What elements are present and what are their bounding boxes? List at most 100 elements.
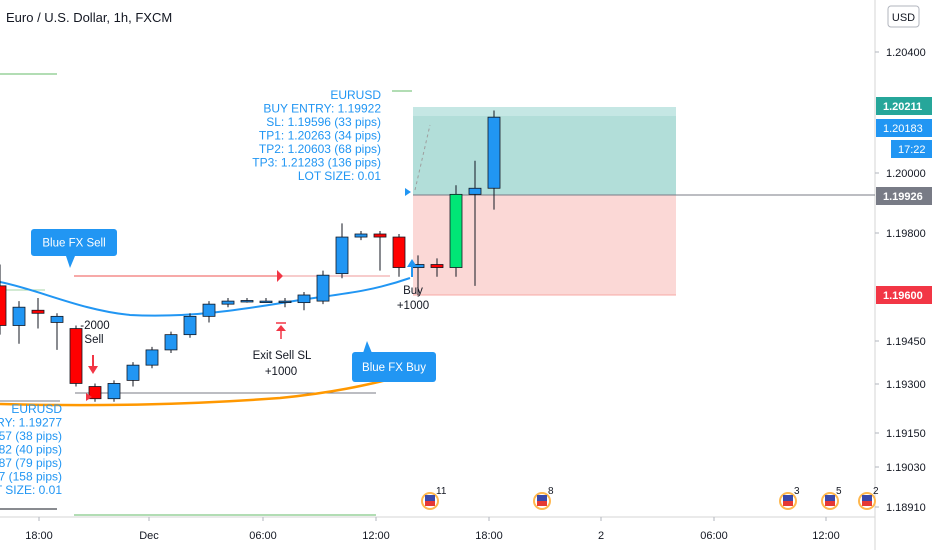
price-axis[interactable]: 1.20400 1.20000 1.19800 1.19450 1.19300 1.191…	[875, 47, 926, 514]
trade-info-line: 487 (79 pips)	[0, 456, 62, 470]
trade-info-line: EURUSD	[11, 402, 62, 416]
time-tick-label: Dec	[139, 530, 159, 542]
trade-info-line: 657 (38 pips)	[0, 429, 62, 443]
time-tick-label: 12:00	[812, 530, 840, 542]
economic-event-marker[interactable]: 2	[858, 486, 879, 510]
price-tick-label: 1.19030	[886, 462, 926, 474]
candle[interactable]	[31, 298, 45, 329]
candle[interactable]	[50, 313, 64, 350]
time-tick-label: 06:00	[249, 530, 277, 542]
price-tick-label: 1.19800	[886, 228, 926, 240]
stop-price-tag[interactable]: 1.19600	[876, 286, 932, 304]
entry-price-tag[interactable]: 1.19926	[876, 187, 932, 205]
price-tick-label: 1.19150	[886, 428, 926, 440]
candle[interactable]	[164, 331, 178, 353]
current-price-tag[interactable]: 1.20183	[876, 119, 932, 137]
trade-info-line: LOT SIZE: 0.01	[298, 169, 381, 183]
event-count: 5	[836, 486, 842, 497]
trade-info-line: EURUSD	[330, 88, 381, 102]
buy-signal-label: Blue FX Buy	[362, 362, 426, 374]
buy-entry-marker-icon	[405, 188, 411, 196]
time-tick-label: 18:00	[475, 530, 503, 542]
slow-moving-average[interactable]	[0, 370, 421, 407]
candle[interactable]	[202, 301, 216, 323]
chart-title: Euro / U.S. Dollar, 1h, FXCM	[6, 10, 172, 25]
candle[interactable]	[278, 298, 292, 308]
stop-price-label: 1.19600	[883, 290, 923, 302]
sell-signal-label: Blue FX Sell	[42, 238, 105, 250]
candle[interactable]	[12, 301, 26, 344]
candle[interactable]	[259, 298, 273, 304]
candle[interactable]	[373, 230, 387, 271]
economic-events[interactable]: 11 8 3 5 2	[421, 486, 879, 510]
candle[interactable]	[145, 346, 159, 369]
trade-info-line: BUY ENTRY: 1.19922	[263, 102, 381, 116]
price-tick-label: 1.20400	[886, 47, 926, 59]
time-tick-label: 2	[598, 530, 604, 542]
candle[interactable]	[221, 298, 235, 308]
economic-event-marker[interactable]: 11	[421, 486, 447, 510]
candle[interactable]	[107, 380, 121, 402]
event-count: 3	[794, 486, 800, 497]
time-tick-label: 06:00	[700, 530, 728, 542]
candle[interactable]	[392, 234, 406, 277]
price-tick-label: 1.20000	[886, 168, 926, 180]
event-count: 11	[436, 486, 447, 497]
last-price-label: 1.20211	[883, 101, 922, 113]
trade-info-line: OT SIZE: 0.01	[0, 483, 62, 497]
candle[interactable]	[297, 291, 311, 311]
countdown-label: 17:22	[898, 144, 926, 156]
time-tick-label: 18:00	[25, 530, 53, 542]
sell-signal-flag[interactable]: Blue FX Sell	[31, 229, 117, 268]
economic-event-marker[interactable]: 5	[821, 486, 842, 510]
price-tick-label: 1.19300	[886, 379, 926, 391]
event-count: 2	[873, 486, 879, 497]
trade-info-line: NTRY: 1.19277	[0, 416, 62, 430]
candle[interactable]	[354, 230, 368, 241]
current-price-label: 1.20183	[883, 123, 923, 135]
candle[interactable]	[316, 270, 330, 305]
exit-text: Exit Sell SL	[253, 350, 312, 362]
economic-event-marker[interactable]: 3	[779, 486, 800, 510]
candle[interactable]	[430, 258, 444, 277]
entry-price-label: 1.19926	[883, 191, 923, 203]
candle[interactable]	[69, 325, 83, 387]
trade-info-line: 97 (158 pips)	[0, 470, 62, 484]
trade-info-line: TP2: 1.20603 (68 pips)	[259, 142, 381, 156]
sell-entry-marker-icon	[86, 393, 92, 401]
candle[interactable]	[468, 160, 482, 286]
currency-button-label: USD	[892, 12, 915, 24]
currency-button[interactable]: USD	[887, 5, 920, 28]
buy-pnl-text: +1000	[397, 300, 429, 312]
economic-event-marker[interactable]: 8	[533, 486, 554, 510]
sell-trade-info: EURUSDNTRY: 1.19277657 (38 pips)882 (40 …	[0, 402, 62, 497]
time-tick-label: 12:00	[362, 530, 390, 542]
exit-marker-icon	[277, 270, 283, 282]
trade-info-line: TP1: 1.20263 (34 pips)	[259, 129, 381, 143]
exit-arrow-icon	[276, 322, 286, 339]
event-count: 8	[548, 486, 554, 497]
candle[interactable]	[449, 185, 463, 277]
candle[interactable]	[0, 264, 7, 335]
candle-series[interactable]	[0, 110, 501, 402]
countdown-tag: 17:22	[891, 140, 932, 158]
price-tick-label: 1.18910	[886, 502, 926, 514]
candle[interactable]	[126, 362, 140, 387]
candle[interactable]	[335, 223, 349, 279]
trade-info-line: 882 (40 pips)	[0, 443, 62, 457]
last-price-tag[interactable]: 1.20211	[876, 97, 932, 115]
target-zone-top	[413, 107, 676, 116]
target-zone[interactable]	[413, 107, 676, 195]
buy-arrow-icon	[407, 259, 417, 277]
candle[interactable]	[88, 383, 102, 402]
time-axis[interactable]: 18:00 Dec 06:00 12:00 18:00 2 06:00 12:00	[25, 517, 840, 542]
trade-info-line: TP3: 1.21283 (136 pips)	[252, 156, 381, 170]
trade-info-line: SL: 1.19596 (33 pips)	[266, 115, 381, 129]
exit-pnl-text: +1000	[265, 366, 297, 378]
buy-signal-flag[interactable]: Blue FX Buy	[352, 341, 436, 382]
candle[interactable]	[240, 298, 254, 303]
candle[interactable]	[487, 110, 501, 210]
candle[interactable]	[183, 313, 197, 338]
